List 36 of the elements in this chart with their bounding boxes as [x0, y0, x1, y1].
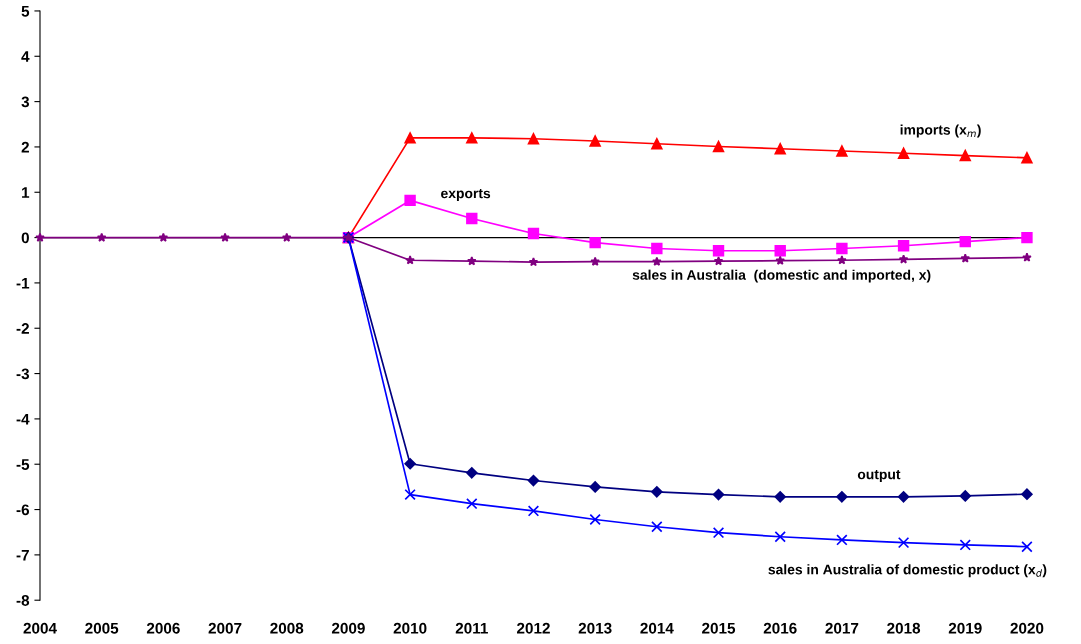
x-tick-label: 2008: [270, 622, 304, 634]
y-tick-label: 4: [21, 51, 30, 62]
y-tick-label: -1: [16, 277, 30, 289]
x-tick-label: 2006: [146, 622, 180, 634]
y-tick-label: 0: [21, 232, 29, 244]
y-tick-label: -7: [16, 549, 29, 561]
series-label: sales in Australia (domestic and imported, x): [632, 269, 931, 283]
series-label: sales in Australia of domestic product (x$_{d}$): [768, 564, 1047, 578]
y-tick-label: -6: [16, 504, 30, 516]
x-tick-label: 2016: [763, 622, 797, 634]
y-tick-label: 5: [21, 5, 30, 17]
x-tick-label: 2009: [331, 622, 365, 634]
y-tick-label: -8: [16, 595, 30, 606]
y-tick-label: 1: [22, 187, 30, 198]
x-tick-label: 2015: [702, 622, 736, 634]
y-tick-label: 2: [21, 141, 29, 153]
y-tick-label: -2: [16, 323, 29, 334]
x-tick-label: 2012: [517, 622, 550, 634]
x-tick-label: 2019: [948, 622, 982, 634]
x-tick-label: 2005: [85, 622, 119, 634]
x-tick-label: 2020: [1010, 622, 1044, 634]
x-tick-label: 2014: [640, 622, 674, 634]
x-tick-label: 2004: [23, 622, 57, 634]
x-tick-label: 2013: [578, 622, 612, 634]
y-tick-label: -4: [16, 413, 30, 425]
x-tick-label: 2011: [455, 622, 488, 634]
y-tick-label: 3: [21, 96, 30, 108]
series-label: output: [857, 470, 901, 483]
x-tick-label: 2018: [887, 622, 921, 634]
y-tick-label: -5: [16, 459, 30, 470]
x-tick-label: 2007: [208, 622, 242, 634]
y-tick-label: -3: [16, 368, 30, 380]
x-tick-label: 2017: [825, 622, 859, 634]
series-label: imports (x$_{m}$): [900, 124, 981, 138]
series-label: exports: [441, 189, 491, 201]
x-tick-label: 2010: [393, 622, 427, 634]
